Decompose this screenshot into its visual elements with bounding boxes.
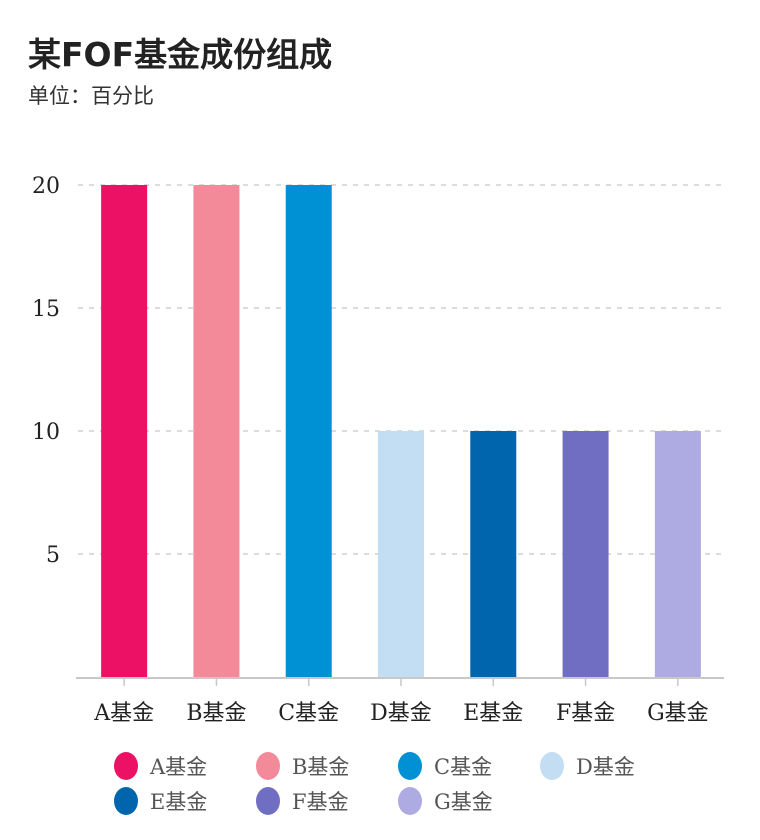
legend-marker-F基金 (256, 787, 280, 815)
bar-D基金 (378, 431, 424, 677)
legend-label: C基金 (434, 755, 492, 779)
bar-F基金 (562, 431, 609, 677)
legend-marker-E基金 (114, 787, 138, 815)
legend-label: F基金 (292, 790, 349, 814)
bar-B基金 (193, 185, 240, 677)
legend-marker-D基金 (540, 752, 564, 780)
legend-marker-G基金 (398, 787, 422, 815)
x-tick-label: F基金 (556, 701, 615, 726)
chart-title: 某FOF基金成份组成 (28, 35, 333, 74)
legend-label: E基金 (150, 790, 207, 814)
legend-label: B基金 (292, 755, 349, 779)
bar-E基金 (470, 431, 517, 677)
legend-label: G基金 (434, 790, 493, 814)
y-tick-label: 20 (32, 174, 60, 199)
bar-A基金 (101, 185, 148, 677)
y-tick-label: 10 (32, 420, 60, 445)
legend-label: A基金 (149, 755, 207, 779)
x-tick-label: E基金 (463, 701, 523, 726)
x-tick-label: C基金 (278, 701, 339, 726)
legend-label: D基金 (576, 755, 635, 779)
x-tick-label: G基金 (647, 701, 709, 726)
x-tick-label: A基金 (93, 701, 154, 726)
chart-subtitle: 单位：百分比 (28, 84, 154, 108)
legend-marker-A基金 (114, 752, 138, 780)
bar-G基金 (654, 431, 701, 677)
y-tick-label: 5 (46, 543, 60, 568)
x-tick-label: B基金 (186, 701, 246, 726)
y-tick-label: 15 (32, 297, 60, 322)
x-tick-label: D基金 (370, 701, 432, 726)
legend-marker-C基金 (398, 752, 422, 780)
legend-marker-B基金 (256, 752, 280, 780)
bar-C基金 (285, 185, 332, 677)
